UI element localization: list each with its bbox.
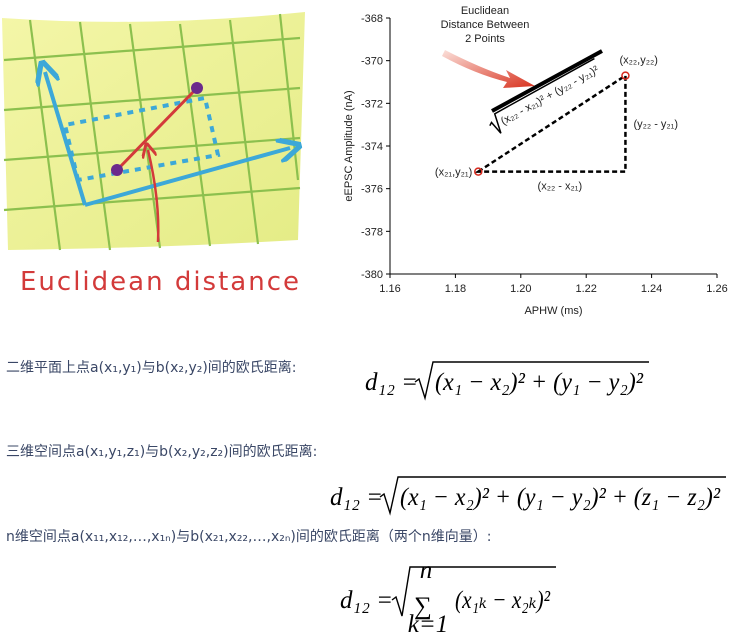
y-tick-label: -378	[361, 226, 383, 238]
y-tick-label: -368	[361, 13, 383, 25]
formula-caption: 二维平面上点a(x₁,y₁)与b(x₂,y₂)间的欧氏距离:	[6, 359, 297, 376]
formula-text: (x₂₂ - x₂₁)² + (y₂₂ - y₂₁)²	[499, 64, 601, 128]
formulas: 二维平面上点a(x₁,y₁)与b(x₂,y₂)间的欧氏距离: d₁₂ = (x₁ −…	[6, 359, 726, 638]
radical	[489, 57, 595, 134]
y-tick-label: -380	[361, 269, 383, 281]
point-label: (x₂₂,y₂₂)	[619, 55, 657, 67]
annotation: 2 Points	[465, 33, 505, 45]
point	[111, 164, 123, 176]
annotation-arrow	[442, 50, 535, 88]
dy-label: (y₂₂ - y₂₁)	[633, 119, 678, 131]
formula-term: (x₁ₖ − x₂ₖ)²	[455, 587, 550, 614]
illustration-caption: Euclidean distance	[20, 267, 301, 297]
x-tick-label: 1.26	[706, 283, 727, 295]
formula-radicand: (x₁ − x₂)² + (y₁ − y₂)²	[435, 369, 643, 396]
sum-lower: k=1	[408, 611, 448, 638]
y-tick-label: -372	[361, 98, 383, 110]
annotation: Euclidean	[461, 5, 509, 17]
x-tick-label: 1.20	[510, 283, 531, 295]
formula-lhs: d₁₂ =	[340, 587, 393, 614]
radical	[414, 361, 649, 401]
formula-caption: 三维空间点a(x₁,y₁,z₁)与b(x₂,y₂,z₂)间的欧氏距离:	[6, 443, 317, 460]
chart-formula: (x₂₂ - x₂₁)² + (y₂₂ - y₂₁)²	[489, 57, 601, 134]
dashed-box	[62, 95, 221, 183]
x-tick-label: 1.24	[641, 283, 662, 295]
formula-radicand: (x₁ − x₂)² + (y₁ − y₂)² + (z₁ − z₂)²	[400, 484, 720, 511]
point-label: (x₂₁,y₂₁)	[435, 167, 472, 179]
pointer-arrow	[148, 150, 160, 243]
y-axis-label: eEPSC Amplitude (nA)	[343, 90, 355, 201]
y-tick-label: -376	[361, 184, 383, 196]
triangle	[474, 73, 627, 173]
radical	[391, 566, 556, 617]
y-tick-label: -374	[361, 141, 383, 153]
formula-caption: n维空间点a(x₁₁,x₁₂,…,x₁ₙ)与b(x₂₁,x₂₂,…,x₂ₙ)间的…	[6, 528, 491, 545]
annotation: Distance Between	[441, 19, 530, 31]
point	[474, 167, 483, 176]
illustration: Euclidean distance	[2, 12, 305, 297]
dx-label: (x₂₂ - x₂₁)	[538, 181, 583, 193]
sum-upper: n	[420, 557, 433, 584]
distance-line	[115, 86, 199, 172]
point	[191, 82, 203, 94]
y-tick-label: -370	[361, 56, 383, 68]
radical	[379, 476, 726, 516]
axes-arrows	[45, 72, 290, 207]
point	[621, 71, 630, 80]
x-axis-label: APHW (ms)	[524, 305, 582, 317]
x-tick-label: 1.16	[379, 283, 400, 295]
formula-lhs: d₁₂ =	[365, 369, 418, 396]
sum-operator: ∑	[414, 593, 432, 620]
chart: -368 -370 -372 -374 -376 -378 -380 1.16 1.18 1.20…	[343, 5, 728, 317]
x-tick-label: 1.22	[575, 283, 596, 295]
formula-bar	[491, 49, 603, 113]
formula-lhs: d₁₂ =	[330, 484, 383, 511]
x-tick-label: 1.18	[445, 283, 466, 295]
